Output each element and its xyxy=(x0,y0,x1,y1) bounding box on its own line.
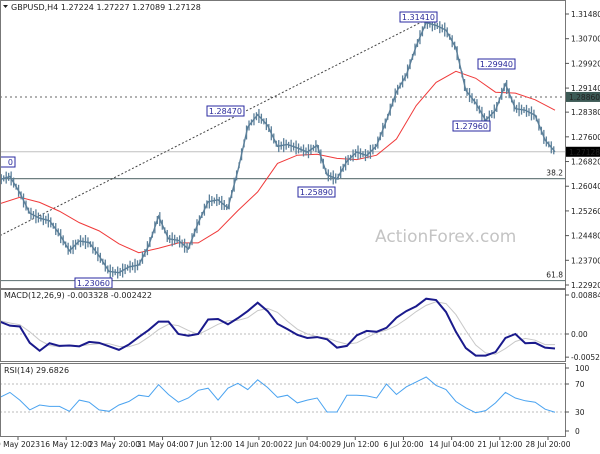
rsi-y-label: 0 xyxy=(575,427,580,436)
x-tick-label: 16 May 12:00 xyxy=(40,440,92,449)
swing-label: 1.31410 xyxy=(402,13,435,22)
swing-label-box xyxy=(452,120,491,132)
rsi-y-label: 30 xyxy=(575,408,585,417)
y-tick-label: 1.26820 xyxy=(571,158,600,167)
y-tick-label: 1.29920 xyxy=(571,59,600,68)
y-tick-label: 1.28380 xyxy=(571,108,600,117)
swing-label-box xyxy=(297,186,336,198)
rsi-y-label: 70 xyxy=(575,380,585,389)
low-value: 1.27089 xyxy=(132,3,165,12)
x-tick-label: 14 Jul 04:00 xyxy=(429,440,474,449)
x-tick-label: 23 May 20:00 xyxy=(89,440,141,449)
close-value: 1.27128 xyxy=(168,3,201,12)
macd-title: MACD(12,26,9) -0.003328 -0.002422 xyxy=(4,291,152,300)
swing-label: 0 xyxy=(8,158,13,167)
level-marker-label: 1.28860 xyxy=(569,93,600,102)
chart-header: GBPUSD,H4 1.27224 1.27227 1.27089 1.2712… xyxy=(3,3,201,12)
y-tick-label: 1.23700 xyxy=(571,256,600,265)
watermark: ActionForex.com xyxy=(375,227,516,247)
swing-label: 1.28470 xyxy=(209,107,242,116)
macd-signal-line xyxy=(0,301,555,355)
swing-label-box xyxy=(0,156,16,168)
rsi-panel-border xyxy=(0,363,566,437)
y-tick-label: 1.26040 xyxy=(571,182,600,191)
macd-y-label: 0.00 xyxy=(571,330,588,339)
swing-label-box xyxy=(399,11,438,23)
x-tick-label: 22 Jun 04:00 xyxy=(283,440,331,449)
y-tick-label: 1.29140 xyxy=(571,84,600,93)
current-price-marker xyxy=(566,146,600,157)
x-tick-label: 7 Jun 12:00 xyxy=(189,440,232,449)
x-tick-label: 29 Jun 12:00 xyxy=(331,440,379,449)
price-line xyxy=(0,21,556,274)
x-tick-label: 21 Jul 12:00 xyxy=(477,440,522,449)
rsi-line xyxy=(0,376,556,414)
x-tick-label: 28 Jul 20:00 xyxy=(526,440,571,449)
swing-label: 1.25890 xyxy=(300,188,333,197)
y-tick-label: 1.27600 xyxy=(571,133,600,142)
macd-line xyxy=(0,297,556,357)
high-value: 1.27227 xyxy=(96,3,129,12)
main-panel-border xyxy=(0,0,566,289)
swing-label-box xyxy=(206,105,245,117)
level-marker xyxy=(566,91,600,102)
x-tick-label: 31 May 04:00 xyxy=(137,440,189,449)
swing-label: 1.27960 xyxy=(455,122,488,131)
macd-y-label: -0.005252 xyxy=(571,353,600,362)
open-value: 1.27224 xyxy=(61,3,94,12)
x-tick-label: 6 Jul 20:00 xyxy=(383,440,423,449)
y-tick-label: 1.25260 xyxy=(571,207,600,216)
svg-text:GBPUSD,H4 1.27224 1.27227 1.27: GBPUSD,H4 1.27224 1.27227 1.27089 1.2712… xyxy=(11,3,201,12)
dropdown-triangle-icon[interactable] xyxy=(3,5,8,8)
current-price-label: 1.27128 xyxy=(569,148,600,157)
fib-label: 38.2 xyxy=(546,169,563,178)
y-tick-label: 1.30700 xyxy=(571,35,600,44)
rsi-title: RSI(14) 29.6826 xyxy=(4,366,69,375)
fib-label: 61.8 xyxy=(546,271,563,280)
swing-label: 1.23060 xyxy=(77,279,110,288)
y-tick-label: 1.22920 xyxy=(571,281,600,290)
x-tick-label: 14 Jun 20:00 xyxy=(235,440,283,449)
trendline xyxy=(0,15,434,237)
macd-panel-border xyxy=(0,289,566,362)
rsi-y-label: 100 xyxy=(575,364,590,373)
y-tick-label: 1.31480 xyxy=(571,10,600,19)
swing-label-box xyxy=(477,58,516,70)
x-tick-label: 9 May 2023 xyxy=(0,440,40,449)
macd-y-label: 0.008846 xyxy=(571,291,600,300)
y-tick-label: 1.24480 xyxy=(571,232,600,241)
symbol-label: GBPUSD,H4 xyxy=(11,3,58,12)
swing-label: 1.29940 xyxy=(480,60,513,69)
